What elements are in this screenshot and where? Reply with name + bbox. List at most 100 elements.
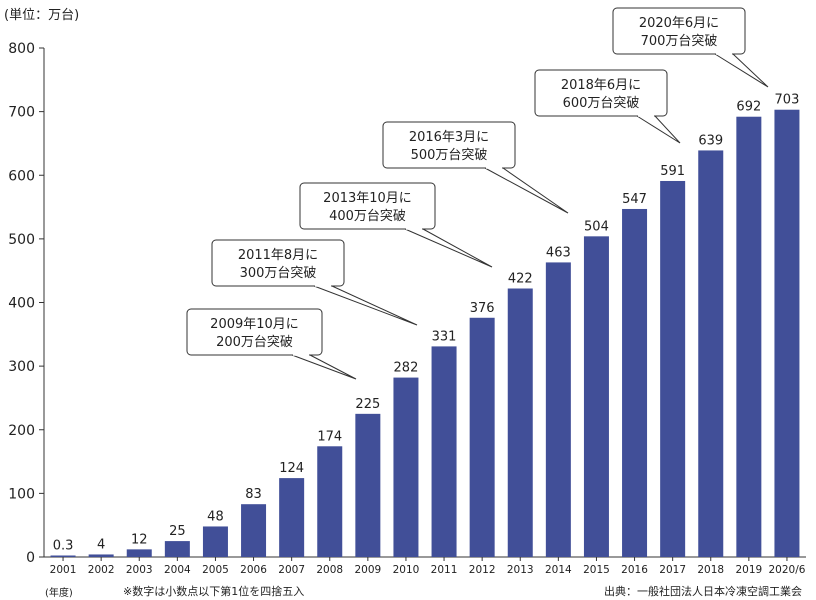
bar [317, 446, 343, 557]
x-tick-label: 2012 [469, 564, 496, 576]
y-tick-label: 0 [26, 550, 35, 566]
x-tick-label: 2011 [431, 564, 458, 576]
callout: 2016年3月に 500万台突破 [382, 121, 569, 214]
unit-label: (単位：万台) [4, 8, 80, 23]
value-label: 639 [698, 133, 723, 148]
callout-pointer [404, 228, 493, 268]
y-tick-label: 100 [8, 486, 35, 502]
value-label: 12 [131, 532, 148, 547]
x-tick-label: 2017 [659, 564, 686, 576]
x-axis-year-suffix: (年度) [45, 588, 73, 599]
bar [88, 554, 114, 557]
bar [622, 208, 648, 557]
bar [469, 317, 495, 557]
callout-pointer [291, 354, 357, 380]
callout: 2018年6月に 600万台突破 [534, 69, 681, 144]
rounding-note: ※数字は小数点以下第1位を四捨五入 [123, 585, 305, 598]
callout-line2: 200万台突破 [216, 334, 293, 350]
value-label: 225 [355, 397, 380, 412]
source-credit: 出典：一般社団法人日本冷凍空調工業会 [604, 585, 802, 598]
callout: 2009年10月に 200万台突破 [186, 308, 357, 380]
y-tick-label: 300 [8, 359, 35, 375]
value-label: 504 [584, 219, 609, 234]
bar [736, 116, 762, 557]
bar [583, 236, 609, 557]
bar [660, 180, 686, 557]
callout: 2020年6月に 700万台突破 [612, 7, 769, 88]
bar [164, 541, 190, 557]
callout-line2: 700万台突破 [641, 33, 718, 49]
callout-pointer [714, 53, 769, 88]
bar [126, 549, 152, 557]
bar [202, 526, 228, 557]
y-tick-label: 200 [8, 423, 35, 439]
x-tick-label: 2005 [202, 564, 229, 576]
bar [431, 346, 457, 557]
x-tick-label: 2007 [278, 564, 305, 576]
value-label: 4 [97, 537, 105, 552]
callout-box [382, 121, 516, 169]
value-label: 25 [169, 524, 186, 539]
callout-pointer [313, 285, 418, 326]
callout-pointer [636, 115, 681, 144]
x-tick-label: 2020/6 [768, 564, 805, 576]
callout-box [612, 7, 746, 55]
callout-line1: 2009年10月に [210, 317, 299, 332]
callout-box [186, 308, 323, 356]
y-tick-label: 800 [8, 41, 35, 57]
value-label: 124 [279, 461, 304, 476]
x-tick-label: 2009 [354, 564, 381, 576]
callout-box [211, 239, 345, 287]
callout-box [534, 69, 668, 117]
callout-line1: 2020年6月に [639, 16, 719, 31]
bar [507, 288, 533, 557]
y-tick-label: 600 [8, 168, 35, 184]
x-tick-label: 2014 [545, 564, 572, 576]
value-label: 591 [660, 164, 685, 179]
value-label: 422 [508, 272, 533, 287]
y-tick-label: 700 [8, 105, 35, 121]
x-tick-label: 2002 [88, 564, 115, 576]
callout-line1: 2018年6月に [561, 78, 641, 93]
x-tick-label: 2016 [621, 564, 648, 576]
x-tick-label: 2013 [507, 564, 534, 576]
y-tick-label: 400 [8, 296, 35, 312]
callout-box [299, 182, 436, 230]
bar [279, 478, 305, 557]
callout-line1: 2016年3月に [409, 130, 489, 145]
value-label: 703 [775, 93, 800, 108]
bar [698, 150, 724, 557]
y-tick-label: 500 [8, 232, 35, 248]
callout-line2: 300万台突破 [240, 265, 317, 281]
bars: 0.3 4 12 25 48 83 124 174 225 282 331 376 422 463 504 5… [50, 93, 800, 557]
x-tick-label: 2006 [240, 564, 267, 576]
callout-line1: 2013年10月に [323, 191, 412, 206]
bar [50, 555, 76, 557]
bar [774, 109, 800, 557]
value-label: 83 [245, 487, 262, 502]
callout-line2: 400万台突破 [329, 208, 406, 224]
x-tick-label: 2015 [583, 564, 610, 576]
value-label: 331 [432, 329, 457, 344]
bar [393, 377, 419, 557]
value-label: 692 [736, 100, 761, 115]
x-tick-label: 2003 [126, 564, 153, 576]
bar [545, 262, 571, 557]
value-label: 0.3 [53, 539, 74, 554]
value-label: 463 [546, 245, 571, 260]
value-label: 547 [622, 192, 647, 207]
callout-line2: 600万台突破 [563, 95, 640, 111]
value-label: 174 [317, 429, 342, 444]
x-tick-label: 2001 [50, 564, 77, 576]
value-label: 376 [470, 301, 495, 316]
x-tick-label: 2008 [316, 564, 343, 576]
value-label: 282 [394, 361, 419, 376]
value-label: 48 [207, 509, 224, 524]
x-tick-label: 2004 [164, 564, 191, 576]
x-tick-label: 2019 [735, 564, 762, 576]
bar [355, 413, 381, 557]
x-tick-label: 2018 [697, 564, 724, 576]
callout: 2011年8月に 300万台突破 [211, 239, 418, 326]
